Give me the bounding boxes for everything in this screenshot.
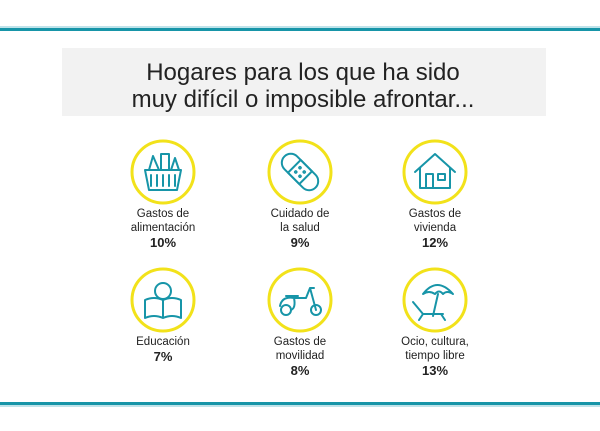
icon-health	[280, 152, 320, 192]
icon-ring	[267, 267, 333, 333]
item-label: Educación	[136, 336, 190, 348]
icon-food	[144, 153, 182, 191]
item-value: 13%	[422, 363, 448, 378]
item-value: 9%	[291, 235, 310, 250]
top-rule-light	[0, 26, 600, 28]
icon-mobility	[279, 287, 322, 316]
bottom-rule	[0, 402, 600, 405]
top-rule	[0, 28, 600, 31]
item-label: tiempo libre	[405, 350, 464, 362]
item-value: 10%	[150, 235, 176, 250]
icon-ring	[130, 267, 196, 333]
bottom-rule-light	[0, 405, 600, 407]
item-label: la salud	[280, 222, 320, 234]
item-value: 7%	[154, 349, 173, 364]
item-value: 8%	[291, 363, 310, 378]
icon-house	[414, 153, 456, 189]
item-value: 12%	[422, 235, 448, 250]
title-line: Hogares para los que ha sido	[146, 59, 460, 86]
icon-ring	[402, 139, 468, 205]
icons	[144, 152, 456, 321]
item-label: Gastos de	[409, 208, 461, 220]
item-label: Gastos de	[274, 336, 326, 348]
item-label: Ocio, cultura,	[401, 336, 469, 348]
item-label: Cuidado de	[271, 208, 330, 220]
icon-ring	[130, 139, 196, 205]
item-label: vivienda	[414, 222, 457, 234]
title-line: muy difícil o imposible afrontar...	[132, 86, 475, 113]
title-box	[62, 48, 546, 116]
item-label: alimentación	[131, 222, 196, 234]
item-label: Gastos de	[137, 208, 189, 220]
icon-leisure	[412, 284, 454, 321]
icon-ring	[402, 267, 468, 333]
icon-ring	[267, 139, 333, 205]
item-label: movilidad	[276, 350, 325, 362]
icon-education	[144, 282, 182, 319]
